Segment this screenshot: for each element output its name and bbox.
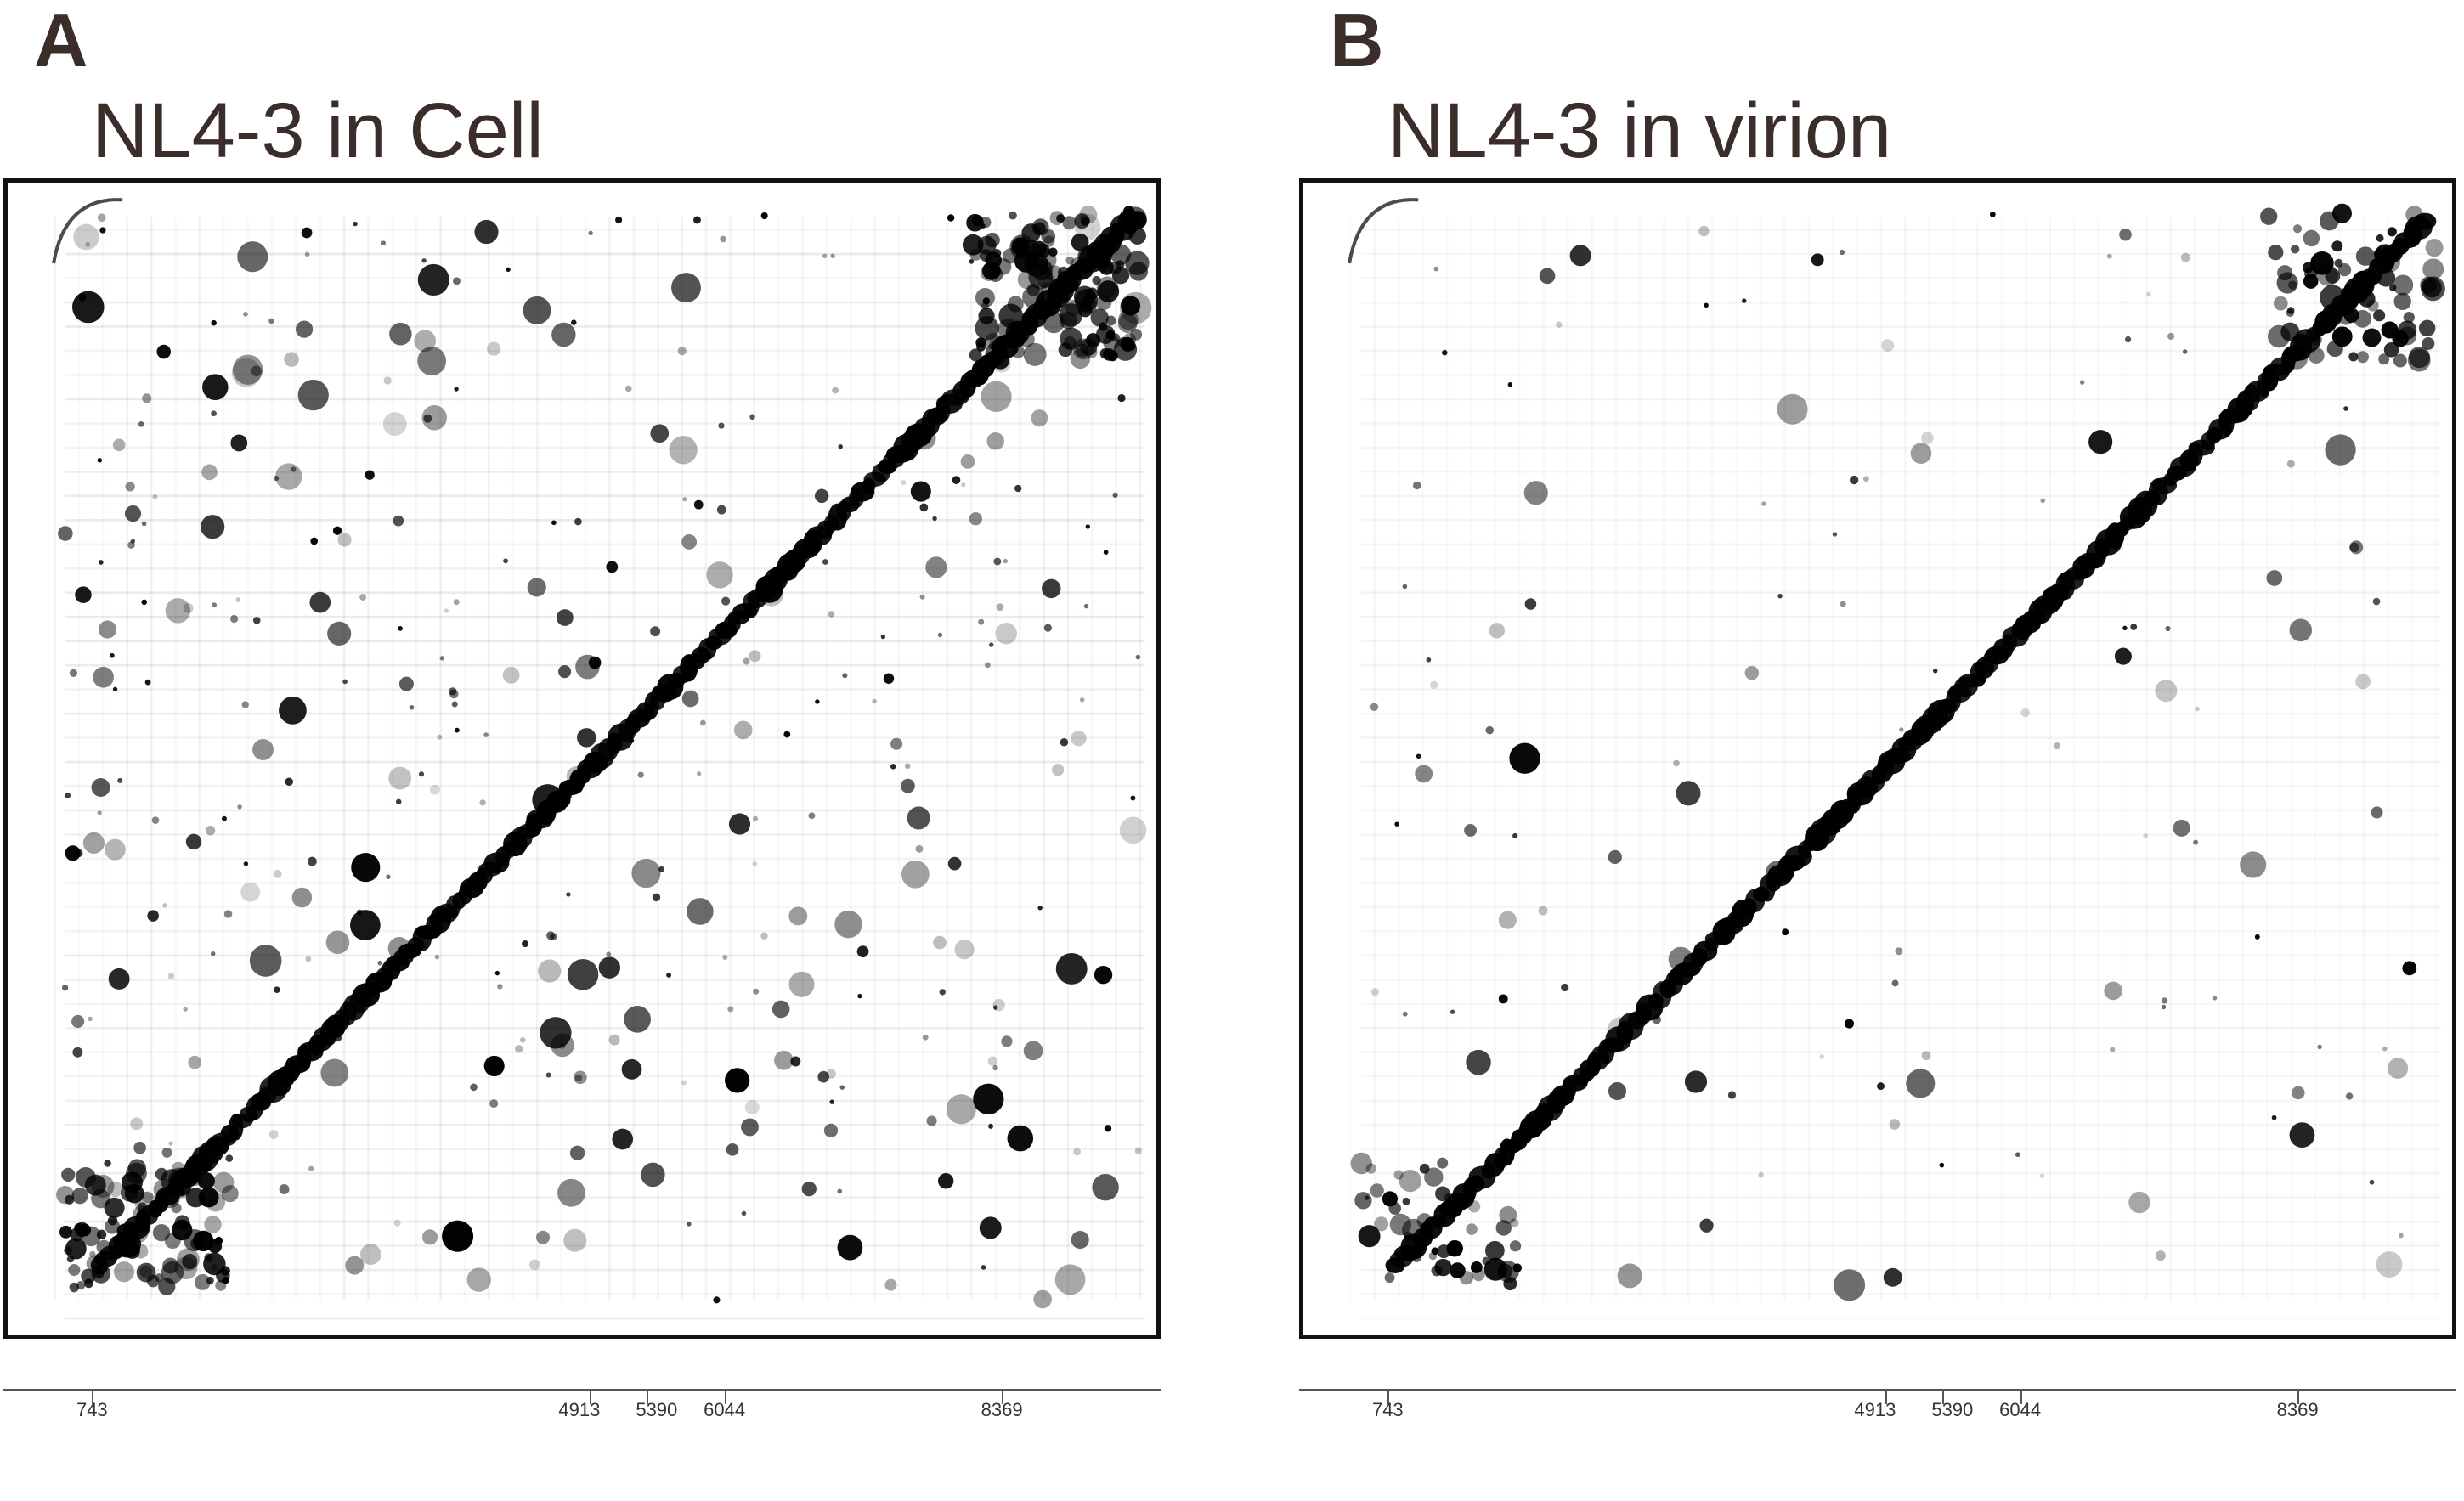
axis-tick [2020,1391,2022,1404]
axis-tick-label: 4913 [1854,1399,1896,1420]
axis-tick-label: 5390 [636,1399,678,1420]
panel-title: NL4-3 in virion [1387,87,1892,174]
genome-axis: 743 4913 5390 6044 8369 [1299,1380,2456,1431]
axis-tick [1387,1391,1390,1404]
axis-tick [1885,1391,1887,1404]
axis-tick [589,1391,591,1404]
heatmap-contacts [52,198,1152,1309]
heatmap-canvas [1348,198,2445,1320]
axis-tick-label: 743 [1371,1399,1404,1420]
panel-title: NL4-3 in Cell [92,87,544,174]
axis-line [3,1389,1161,1391]
axis-tick [92,1391,94,1404]
axis-tick [724,1391,726,1404]
genome-axis: 743 4913 5390 6044 8369 [3,1380,1161,1431]
panel-letter: B [1330,0,1384,82]
axis-tick [1941,1391,1944,1404]
axis-tick [1002,1391,1004,1404]
contact-heatmap [1299,178,2456,1339]
axis-tick-label: 4913 [558,1399,601,1420]
contact-heatmap [3,178,1161,1339]
axis-tick [646,1391,648,1404]
heatmap-diagonal [1385,212,2437,1273]
heatmap-contacts [1348,198,2445,1301]
heatmap-canvas [52,198,1152,1320]
axis-tick-label: 5390 [1931,1399,1974,1420]
panel-letter: A [34,0,88,82]
panel-b: B NL4-3 in virion 743 4913 5390 6044 8369 [1296,0,2464,1501]
axis-tick-label: 6044 [1999,1399,2042,1420]
axis-line [1299,1389,2456,1391]
axis-tick-label: 743 [76,1399,108,1420]
axis-tick-label: 8369 [981,1399,1023,1420]
axis-tick-label: 6044 [704,1399,746,1420]
heatmap-background-texture [54,217,1145,1320]
heatmap-background-texture [1360,277,2441,1320]
panel-a: A NL4-3 in Cell 743 4913 5390 6044 8369 [0,0,1207,1501]
axis-tick [2297,1391,2300,1404]
axis-tick-label: 8369 [2276,1399,2319,1420]
